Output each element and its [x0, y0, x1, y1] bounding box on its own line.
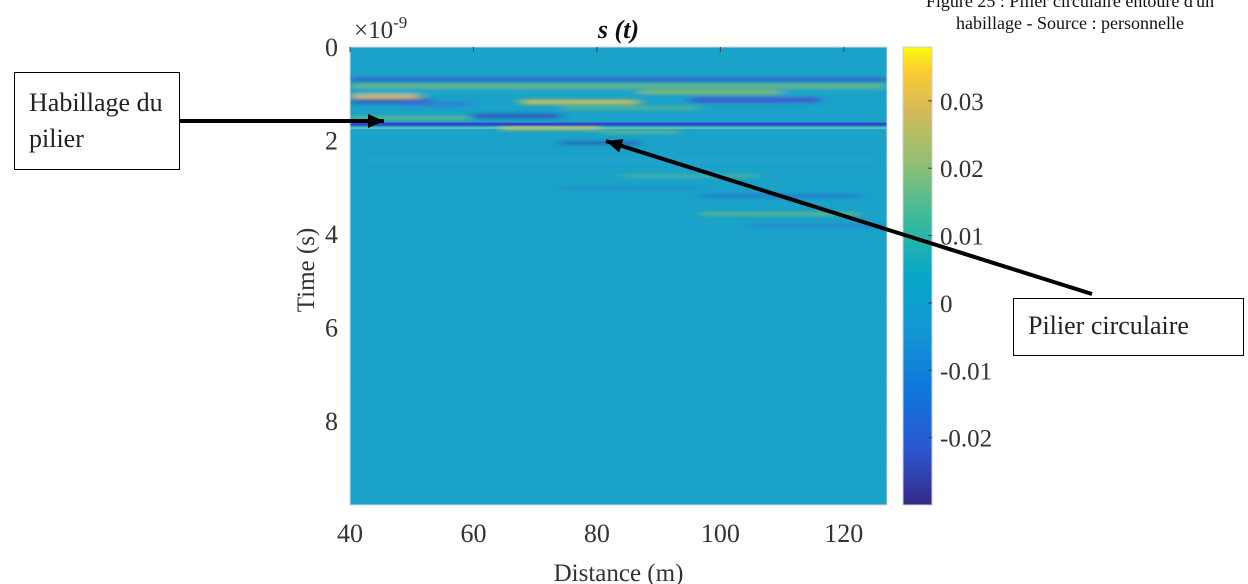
heatmap-reflections — [350, 77, 887, 471]
y-axis-label: Time (s) — [293, 228, 320, 313]
reflection-band-23 — [350, 299, 887, 301]
chart-title: s (t) — [597, 15, 639, 44]
reflection-habillage-lower — [350, 127, 887, 130]
plot-frame — [349, 46, 888, 506]
callout-habillage-du-pilier: Habillage du pilier — [14, 72, 180, 170]
heatmap-background — [350, 47, 887, 505]
reflection-band-20 — [700, 212, 860, 216]
arrow-pilier-shaft — [605, 139, 1093, 296]
x-tick-label-100: 100 — [701, 519, 740, 548]
colorbar-tick-label-5: -0.02 — [940, 426, 992, 453]
reflection-habillage-line — [350, 122, 887, 126]
arrow-habillage-head — [368, 114, 384, 128]
x-tick-label-120: 120 — [824, 519, 863, 548]
x-tick-label-80: 80 — [584, 519, 610, 548]
y-tick-label-0: 0 — [325, 33, 338, 62]
y-exponent-label: ×10-9 — [354, 13, 407, 44]
reflection-band-15 — [560, 141, 640, 145]
reflection-band-3 — [350, 90, 887, 94]
reflection-band-9 — [690, 97, 820, 103]
reflection-band-17 — [620, 174, 760, 178]
y-tick-label-4: 4 — [325, 220, 338, 249]
reflection-band-18 — [560, 187, 700, 189]
colorbar-tick-label-1: 0.02 — [940, 156, 984, 183]
x-tick-label-40: 40 — [337, 519, 363, 548]
colorbar-tick-label-0: 0.03 — [940, 89, 984, 116]
colorbar — [902, 46, 933, 506]
callout-pilier-circulaire: Pilier circulaire — [1013, 298, 1244, 356]
reflection-band-6 — [400, 102, 470, 106]
y-tick-label-6: 6 — [325, 313, 338, 342]
reflection-band-16 — [350, 159, 887, 161]
reflection-band-14 — [600, 130, 680, 134]
reflection-band-12 — [470, 114, 560, 118]
x-tick-label-60: 60 — [460, 519, 486, 548]
reflection-band-8 — [640, 90, 780, 94]
colorbar-tick-label-2: 0.01 — [940, 224, 984, 251]
reflection-band-10 — [560, 106, 700, 110]
reflection-band-26 — [350, 469, 887, 471]
caption-line-1: Figure 25 : Pilier circulaire entouré d'… — [925, 0, 1215, 11]
caption-line-2: habillage - Source : personnelle — [956, 13, 1184, 33]
reflection-band-2 — [350, 84, 887, 88]
colorbar-tick-label-4: -0.01 — [940, 358, 992, 385]
arrow-pilier-head — [606, 139, 624, 153]
reflection-band-1 — [350, 79, 887, 81]
y-tick-label-2: 2 — [325, 126, 338, 155]
reflection-band-22 — [400, 239, 600, 241]
figure-caption: Figure 25 : Pilier circulaire entouré d'… — [880, 0, 1248, 40]
x-axis-label: Distance (m) — [554, 560, 684, 584]
reflection-band-7 — [520, 100, 640, 104]
reflection-band-25 — [350, 431, 887, 433]
colorbar-tick-label-3: 0 — [940, 291, 953, 318]
y-tick-label-8: 8 — [325, 407, 338, 436]
reflection-band-4 — [350, 94, 420, 100]
reflection-band-24 — [350, 379, 887, 381]
reflection-band-21 — [750, 224, 887, 228]
